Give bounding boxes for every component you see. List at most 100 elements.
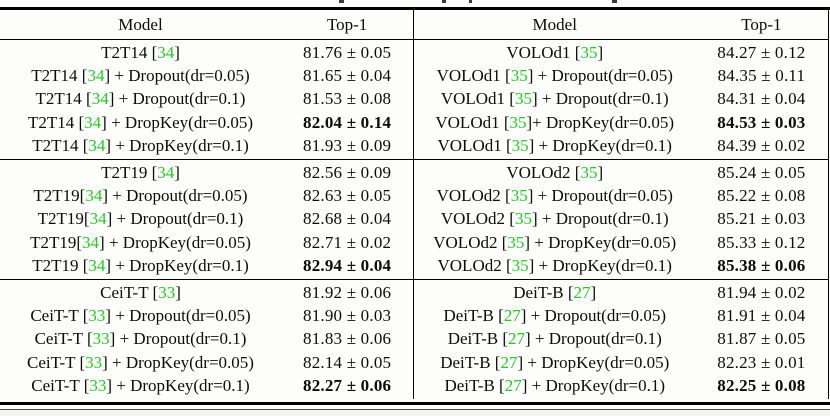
top1-value: 81.76 ± 0.05 [303, 43, 392, 63]
citation-ref: 35 [580, 43, 598, 63]
top1-value: 85.38 ± 0.06 [717, 255, 806, 275]
citation-ref: 35 [580, 163, 598, 183]
model-cell: DeiT-B [27] + Dropout(dr=0.05) [443, 306, 666, 326]
citation-ref: 33 [92, 329, 110, 349]
citation-ref: 33 [89, 375, 107, 395]
model-group: DeiT-B [27] 81.94 ± 0.02 DeiT-B [27] + Dro… [414, 280, 827, 399]
table-groups-left: T2T14 [34] 81.76 ± 0.05 T2T14 [34] + Dropo… [0, 40, 414, 399]
citation-ref: 35 [510, 66, 528, 86]
table-row: T2T19[34] + Dropout(dr=0.1) 82.68 ± 0.04 [0, 207, 413, 230]
model-group: VOLOd1 [35] 84.27 ± 0.12 VOLOd1 [35] + Dro… [414, 40, 828, 160]
table-row: VOLOd2 [35] + Dropout(dr=0.1) 85.21 ± 0.0… [414, 207, 827, 230]
table-header-row: Model Top-1 [0, 10, 414, 40]
top1-value: 82.68 ± 0.04 [303, 209, 392, 229]
table-row: CeiT-T [33] + Dropout(dr=0.05) 81.90 ± 0.… [0, 304, 413, 327]
citation-ref: 35 [510, 186, 528, 206]
model-cell: T2T14 [34] + Dropout(dr=0.05) [31, 66, 250, 86]
table-row: T2T14 [34] + DropKey(dr=0.1) 81.93 ± 0.09 [0, 134, 413, 157]
table-row: T2T19[34] + Dropout(dr=0.05) 82.63 ± 0.05 [0, 184, 413, 207]
cropped-text-fragment [442, 0, 446, 3]
citation-ref: 34 [88, 255, 106, 275]
top1-value: 81.90 ± 0.03 [303, 306, 392, 326]
table-groups-right: VOLOd1 [35] 84.27 ± 0.12 VOLOd1 [35] + Dro… [414, 40, 828, 399]
table-row: DeiT-B [27] 81.94 ± 0.02 [414, 281, 827, 304]
model-cell: VOLOd1 [35] + Dropout(dr=0.1) [440, 89, 669, 109]
top1-value: 82.71 ± 0.02 [303, 232, 392, 252]
citation-ref: 35 [511, 135, 529, 155]
top1-value: 82.25 ± 0.08 [717, 375, 806, 395]
model-cell: T2T19[34] + Dropout(dr=0.1) [37, 209, 244, 229]
model-cell: CeiT-T [33] + DropKey(dr=0.1) [31, 375, 250, 395]
column-header-model: Model [532, 14, 577, 34]
top1-value: 82.04 ± 0.14 [303, 112, 392, 132]
table-row: VOLOd2 [35] 85.24 ± 0.05 [414, 161, 827, 184]
table-row: VOLOd1 [35] + Dropout(dr=0.05) 84.35 ± 0.… [414, 64, 827, 87]
top1-value: 81.87 ± 0.05 [717, 329, 806, 349]
model-cell: DeiT-B [27] [513, 282, 597, 302]
citation-ref: 27 [504, 375, 522, 395]
column-header-top1: Top-1 [326, 14, 368, 34]
model-group: T2T19 [34] 82.56 ± 0.09 T2T19[34] + Dropou… [0, 160, 414, 280]
cropped-text-fragment [612, 0, 617, 3]
top1-value: 82.23 ± 0.01 [717, 352, 806, 372]
table-top-rule [0, 7, 830, 10]
model-cell: VOLOd1 [35] [506, 43, 604, 63]
citation-ref: 27 [573, 282, 591, 302]
table-bottom-rule [0, 402, 830, 405]
top1-value: 84.31 ± 0.04 [717, 89, 806, 109]
table-row: VOLOd1 [35]+ DropKey(dr=0.05) 84.53 ± 0.0… [414, 111, 827, 134]
table-row: CeiT-T [33] + DropKey(dr=0.05) 82.14 ± 0.… [0, 350, 413, 373]
model-cell: DeiT-B [27] + Dropout(dr=0.1) [447, 329, 662, 349]
citation-ref: 27 [503, 306, 521, 326]
top1-value: 82.94 ± 0.04 [303, 255, 392, 275]
column-header-top1: Top-1 [741, 14, 782, 34]
model-cell: VOLOd1 [35] + Dropout(dr=0.05) [436, 66, 673, 86]
table-row: CeiT-T [33] + Dropout(dr=0.1) 81.83 ± 0.0… [0, 327, 413, 350]
model-cell: CeiT-T [33] + DropKey(dr=0.05) [27, 352, 254, 372]
table-row: T2T14 [34] + DropKey(dr=0.05) 82.04 ± 0.1… [0, 111, 413, 134]
top1-value: 82.14 ± 0.05 [303, 352, 392, 372]
citation-ref: 27 [508, 329, 526, 349]
cropped-text-fragment [339, 0, 344, 3]
citation-ref: 35 [514, 89, 532, 109]
top1-value: 81.92 ± 0.06 [303, 282, 392, 302]
model-cell: T2T19[34] + Dropout(dr=0.05) [33, 186, 248, 206]
top1-value: 84.53 ± 0.03 [717, 112, 806, 132]
top1-value: 84.39 ± 0.02 [717, 135, 806, 155]
model-group: CeiT-T [33] 81.92 ± 0.06 CeiT-T [33] + Dro… [0, 280, 413, 399]
table-row: VOLOd2 [35] + Dropout(dr=0.05) 85.22 ± 0.… [414, 184, 827, 207]
top1-value: 84.27 ± 0.12 [717, 43, 806, 63]
model-cell: CeiT-T [33] [100, 282, 181, 302]
table-header-row: Model Top-1 [414, 10, 828, 40]
table-row: VOLOd1 [35] 84.27 ± 0.12 [414, 41, 827, 64]
citation-ref: 33 [88, 306, 106, 326]
top1-value: 81.91 ± 0.04 [717, 306, 806, 326]
table-row: T2T19 [34] + DropKey(dr=0.1) 82.94 ± 0.04 [0, 254, 413, 277]
top1-value: 85.24 ± 0.05 [717, 163, 806, 183]
model-cell: DeiT-B [27] + DropKey(dr=0.1) [444, 375, 666, 395]
top1-value: 81.53 ± 0.08 [303, 89, 392, 109]
top1-value: 81.83 ± 0.06 [303, 329, 392, 349]
citation-ref: 34 [89, 209, 107, 229]
model-cell: VOLOd2 [35] + DropKey(dr=0.1) [437, 255, 672, 275]
citation-ref: 34 [157, 43, 175, 63]
table-row: T2T14 [34] + Dropout(dr=0.1) 81.53 ± 0.08 [0, 87, 413, 110]
top1-value: 82.27 ± 0.06 [303, 375, 392, 395]
table-half-left: Model Top-1 T2T14 [34] 81.76 ± 0.05 T2T14 … [0, 10, 415, 399]
table-row: DeiT-B [27] + DropKey(dr=0.1) 82.25 ± 0.0… [414, 374, 827, 397]
table-row: VOLOd1 [35] + Dropout(dr=0.1) 84.31 ± 0.0… [414, 87, 827, 110]
model-cell: T2T14 [34] + Dropout(dr=0.1) [35, 89, 246, 109]
table-half-right: Model Top-1 VOLOd1 [35] 84.27 ± 0.12 VOLOd… [414, 10, 829, 399]
model-cell: T2T19 [34] [101, 163, 180, 183]
table-row: DeiT-B [27] + DropKey(dr=0.05) 82.23 ± 0.… [414, 350, 827, 373]
model-cell: DeiT-B [27] + DropKey(dr=0.05) [440, 352, 670, 372]
top1-value: 81.93 ± 0.09 [303, 135, 392, 155]
table-bottom-rule-secondary [0, 408, 830, 410]
model-cell: VOLOd2 [35] [506, 163, 604, 183]
citation-ref: 34 [85, 186, 103, 206]
model-group: VOLOd2 [35] 85.24 ± 0.05 VOLOd2 [35] + Dro… [414, 160, 828, 280]
top1-value: 82.56 ± 0.09 [303, 163, 392, 183]
top1-value: 84.35 ± 0.11 [717, 66, 806, 86]
top1-value: 85.21 ± 0.03 [717, 209, 806, 229]
